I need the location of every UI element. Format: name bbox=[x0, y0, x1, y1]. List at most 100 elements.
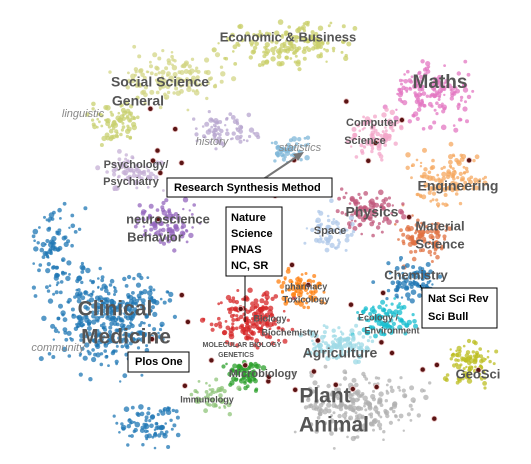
journal-dot bbox=[143, 332, 147, 336]
journal-dot bbox=[468, 358, 474, 364]
journal-dot bbox=[456, 376, 460, 379]
journal-dot bbox=[314, 352, 319, 357]
journal-dot bbox=[336, 353, 342, 359]
journal-dot bbox=[478, 347, 483, 351]
journal-dot bbox=[462, 87, 469, 93]
journal-dot bbox=[260, 326, 263, 329]
journal-dot bbox=[385, 323, 389, 327]
journal-dot bbox=[67, 354, 72, 358]
journal-dot bbox=[143, 233, 148, 237]
journal-dot bbox=[41, 315, 47, 321]
journal-dot bbox=[311, 46, 316, 51]
journal-dot bbox=[472, 339, 477, 345]
highlight-dot bbox=[184, 318, 191, 325]
journal-dot bbox=[117, 157, 122, 162]
journal-dot bbox=[119, 309, 123, 313]
journal-dot bbox=[98, 120, 101, 124]
journal-dot bbox=[334, 404, 338, 408]
journal-dot bbox=[441, 171, 447, 177]
journal-dot bbox=[401, 79, 404, 82]
journal-dot bbox=[194, 396, 201, 403]
journal-dot bbox=[448, 171, 452, 175]
journal-dot bbox=[448, 154, 454, 160]
journal-dot bbox=[125, 108, 131, 114]
journal-dot bbox=[164, 422, 167, 425]
journal-dot bbox=[342, 376, 348, 381]
journal-dot bbox=[321, 240, 325, 244]
journal-dot bbox=[411, 265, 416, 269]
journal-dot bbox=[131, 291, 135, 295]
journal-dot bbox=[136, 346, 141, 350]
journal-dot bbox=[299, 144, 303, 148]
journal-dot bbox=[448, 159, 453, 165]
journal-dot bbox=[373, 114, 377, 119]
journal-dot bbox=[64, 337, 69, 342]
journal-dot bbox=[130, 405, 135, 410]
journal-dot bbox=[66, 260, 72, 266]
journal-dot bbox=[322, 290, 326, 294]
journal-dot bbox=[63, 330, 68, 335]
journal-dot bbox=[338, 337, 343, 341]
journal-dot bbox=[47, 256, 50, 259]
journal-dot bbox=[285, 30, 288, 34]
journal-dot bbox=[92, 338, 98, 344]
journal-dot bbox=[161, 200, 166, 206]
journal-dot bbox=[76, 315, 80, 319]
journal-dot bbox=[421, 91, 427, 96]
journal-dot bbox=[363, 404, 366, 408]
journal-dot bbox=[154, 160, 160, 166]
journal-dot bbox=[343, 338, 346, 342]
journal-dot bbox=[452, 363, 457, 368]
journal-dot bbox=[259, 311, 264, 317]
journal-dot bbox=[225, 294, 232, 301]
journal-dot bbox=[287, 47, 291, 52]
journal-dot bbox=[296, 35, 300, 40]
journal-dot bbox=[140, 165, 143, 168]
journal-dot bbox=[104, 299, 110, 305]
journal-dot bbox=[254, 364, 259, 369]
journal-dot bbox=[428, 125, 433, 130]
journal-dot bbox=[107, 364, 110, 367]
journal-dot bbox=[456, 182, 461, 187]
journal-dot bbox=[144, 347, 150, 353]
journal-dot bbox=[465, 374, 470, 379]
journal-dot bbox=[128, 314, 133, 319]
journal-dot bbox=[253, 378, 258, 384]
journal-dot bbox=[53, 328, 59, 334]
journal-dot bbox=[264, 290, 270, 296]
journal-dot bbox=[145, 344, 149, 348]
journal-dot bbox=[411, 241, 417, 246]
journal-dot bbox=[225, 128, 229, 132]
journal-dot bbox=[103, 105, 109, 110]
journal-dot bbox=[68, 273, 71, 276]
journal-dot bbox=[73, 230, 78, 234]
journal-dot bbox=[445, 373, 450, 377]
journal-dot bbox=[171, 408, 175, 413]
journal-dot bbox=[119, 380, 122, 383]
journal-dot bbox=[128, 135, 133, 140]
journal-dot bbox=[287, 287, 292, 292]
journal-dot bbox=[411, 313, 415, 317]
journal-dot bbox=[393, 287, 398, 293]
journal-dot bbox=[332, 218, 336, 221]
journal-dot bbox=[281, 280, 286, 285]
journal-dot bbox=[294, 46, 300, 53]
field-label: Psychiatry bbox=[103, 176, 160, 188]
journal-dot bbox=[249, 39, 255, 45]
journal-dot bbox=[230, 115, 236, 120]
field-label: Science bbox=[344, 135, 386, 147]
journal-dot bbox=[354, 382, 359, 388]
journal-dot bbox=[350, 136, 355, 141]
journal-dot bbox=[433, 184, 436, 187]
field-label: Biology bbox=[254, 313, 287, 323]
journal-dot bbox=[269, 313, 275, 318]
journal-dot bbox=[272, 317, 278, 323]
journal-dot bbox=[243, 295, 249, 301]
highlight-dot bbox=[305, 281, 312, 288]
journal-dot bbox=[140, 305, 144, 309]
journal-dot bbox=[131, 173, 137, 178]
journal-dot bbox=[270, 47, 276, 53]
journal-dot bbox=[130, 434, 134, 438]
journal-dot bbox=[425, 94, 430, 98]
journal-dot bbox=[266, 319, 270, 323]
